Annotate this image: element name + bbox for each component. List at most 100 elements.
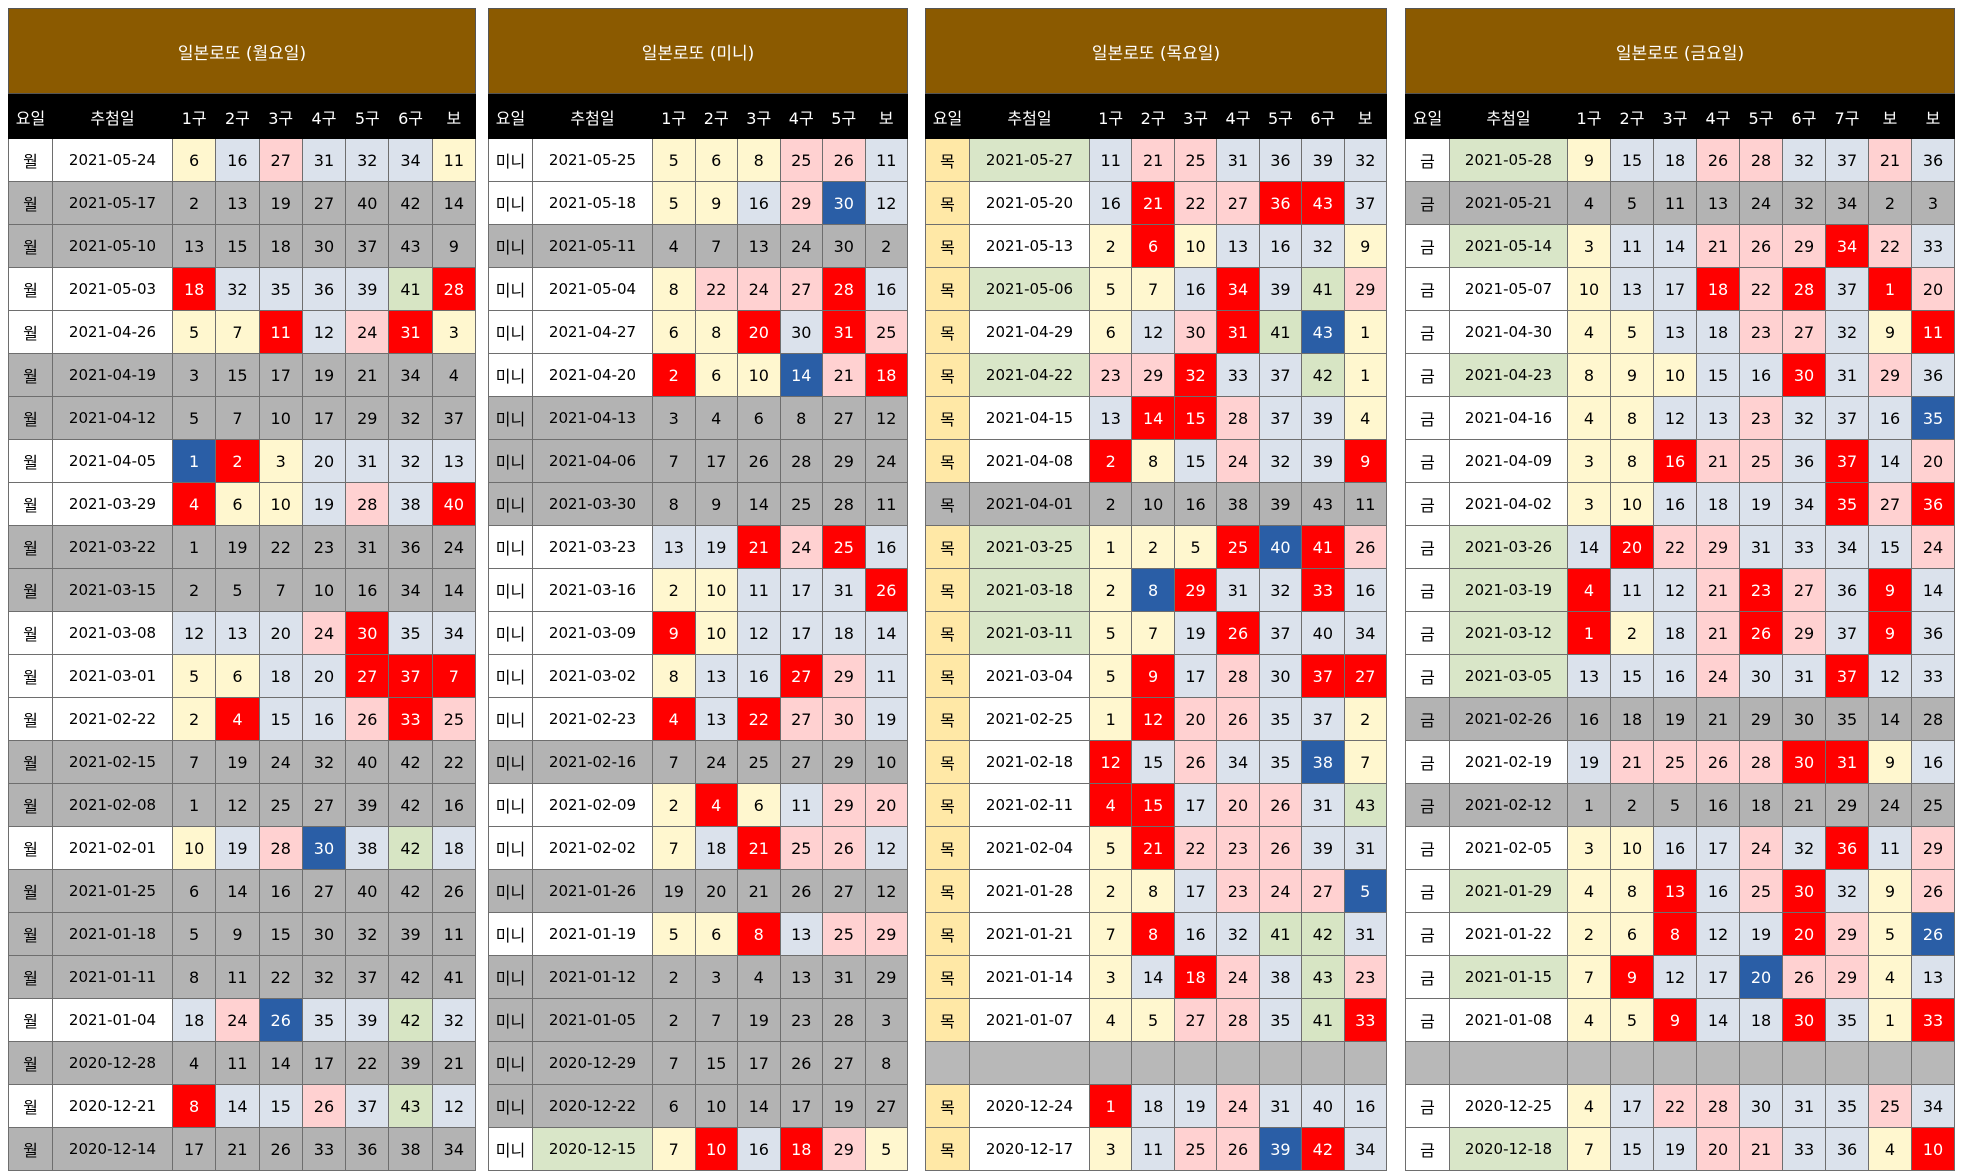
number-cell: 17 [301,1041,347,1085]
number-cell [1739,1041,1783,1085]
number-cell: 38 [1216,482,1260,526]
column-header: 3구 [258,94,303,139]
number-cell: 24 [345,310,390,354]
number-cell: 30 [1782,869,1826,913]
date-cell: 2021-04-22 [969,353,1090,397]
number-cell: 29 [1782,611,1826,655]
day-cell: 월 [8,1041,53,1085]
number-cell: 2 [652,955,696,999]
number-cell: 16 [1911,740,1955,784]
number-cell: 27 [779,267,823,311]
day-cell: 월 [8,267,53,311]
number-cell: 31 [1782,654,1826,698]
number-cell: 8 [737,912,781,956]
number-cell: 25 [1653,740,1697,784]
table-row: 금 2021-04-09 3 8 16 21 25 36 37 14 20 [1405,439,1955,483]
date-cell: 2021-03-02 [532,654,653,698]
number-cell: 20 [1911,439,1955,483]
day-cell: 월 [8,138,53,182]
number-cell: 25 [779,826,823,870]
date-cell: 2021-03-19 [1449,568,1568,612]
number-cell: 20 [258,611,303,655]
number-cell: 31 [301,138,347,182]
day-cell [1405,1041,1450,1085]
number-cell: 25 [779,482,823,526]
date-cell: 2021-02-04 [969,826,1090,870]
number-cell: 40 [345,181,390,225]
day-cell: 목 [925,138,970,182]
number-cell: 37 [1301,654,1345,698]
number-cell: 12 [215,783,260,827]
day-cell: 목 [925,353,970,397]
day-cell: 목 [925,181,970,225]
number-cell: 5 [171,654,217,698]
number-cell: 9 [652,611,696,655]
number-cell: 3 [1567,439,1611,483]
number-cell: 33 [1911,654,1955,698]
number-cell: 17 [1173,654,1218,698]
number-cell: 8 [694,310,738,354]
number-cell: 34 [388,568,433,612]
number-cell: 1 [1088,525,1133,569]
column-header: 5구 [1258,94,1303,139]
table-row: 금 2021-01-08 4 5 9 14 18 30 35 1 33 [1405,998,1955,1042]
column-header: 6구 [1301,94,1345,139]
table-row: 미니 2021-05-25 5 6 8 25 26 11 [488,138,908,182]
number-cell: 37 [1258,353,1303,397]
number-cell: 18 [1696,267,1740,311]
number-cell: 26 [1696,740,1740,784]
number-cell: 3 [1567,826,1611,870]
number-cell: 35 [1258,740,1303,784]
day-cell: 금 [1405,912,1450,956]
table-row: 월 2021-01-11 8 11 22 32 37 42 41 [8,955,477,999]
number-cell: 23 [1739,568,1783,612]
date-cell: 2021-03-12 [1449,611,1568,655]
number-cell: 17 [1696,826,1740,870]
number-cell: 19 [215,525,260,569]
number-cell: 5 [1131,998,1175,1042]
number-cell: 9 [1343,439,1388,483]
number-cell: 11 [864,654,908,698]
table-row: 월 2021-01-04 18 24 26 35 39 42 32 [8,998,477,1042]
date-cell: 2021-03-18 [969,568,1090,612]
number-cell: 3 [1567,482,1611,526]
day-cell: 목 [925,783,970,827]
column-header: 2구 [694,94,738,139]
table-row: 월 2021-04-26 5 7 11 12 24 31 3 [8,310,477,354]
number-cell: 2 [652,783,696,827]
day-cell: 목 [925,525,970,569]
number-cell: 4 [215,697,260,741]
table-row [925,1041,1388,1085]
number-cell: 15 [1131,783,1175,827]
number-cell: 28 [822,267,866,311]
number-cell: 40 [345,869,390,913]
day-cell: 금 [1405,310,1450,354]
date-cell: 2021-04-05 [52,439,173,483]
number-cell: 5 [864,1127,908,1171]
table-row: 월 2021-02-22 2 4 15 16 26 33 25 [8,697,477,741]
number-cell: 16 [737,181,781,225]
number-cell: 14 [1911,568,1955,612]
table-row: 미니 2021-02-02 7 18 21 25 26 12 [488,826,908,870]
number-cell: 29 [822,439,866,483]
day-cell: 금 [1405,955,1450,999]
column-header: 요일 [1405,94,1450,139]
day-cell: 목 [925,224,970,268]
number-cell: 32 [388,396,433,440]
number-cell: 32 [301,740,347,784]
number-cell: 2 [1610,783,1654,827]
number-cell: 13 [1567,654,1611,698]
number-cell: 34 [1825,224,1869,268]
number-cell: 26 [1739,224,1783,268]
number-cell: 37 [1258,396,1303,440]
number-cell: 25 [1173,1127,1218,1171]
table-row: 금 2021-05-21 4 5 11 13 24 32 34 2 3 [1405,181,1955,225]
number-cell: 35 [1825,697,1869,741]
number-cell: 27 [779,654,823,698]
date-cell: 2021-01-14 [969,955,1090,999]
column-header: 4구 [779,94,823,139]
number-cell: 37 [1258,611,1303,655]
column-header: 5구 [822,94,866,139]
number-cell [1567,1041,1611,1085]
number-cell: 18 [1696,310,1740,354]
